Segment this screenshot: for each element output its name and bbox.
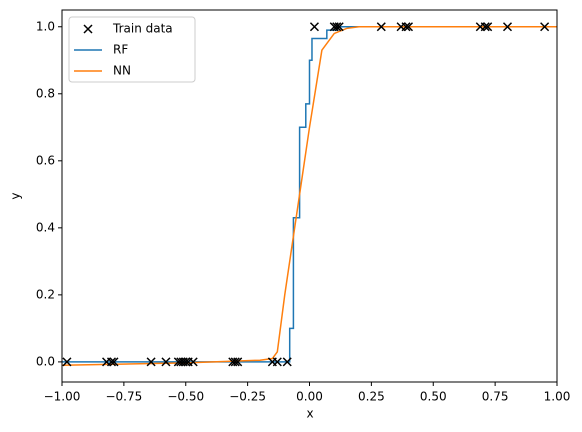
x-axis-label: x [306,407,313,421]
scatter-point [540,22,550,32]
scatter-point [188,357,198,367]
scatter-point [480,22,490,32]
scatter-point [230,357,240,367]
scatter-point [332,22,342,32]
scatter-point [376,22,386,32]
y-tick-label: 0.2 [36,287,55,301]
scatter-point [233,357,243,367]
scatter-point [106,357,117,367]
legend-marker [83,24,93,34]
scatter-point [309,22,319,32]
x-tick-label: −0.50 [167,390,204,404]
x-tick-label: 0.75 [482,390,509,404]
legend-label: RF [113,43,128,57]
x-tick-label: −0.75 [105,390,142,404]
scatter-point [483,22,493,32]
y-tick-label: 0.6 [36,153,55,167]
legend-box [68,16,196,83]
scatter-point [181,357,191,367]
x-tick-label: 0.50 [420,390,447,404]
y-tick-label: 0.4 [36,220,55,234]
legend-label: NN [113,64,131,78]
scatter-point [401,22,411,32]
y-tick-label: 0.8 [36,86,55,100]
x-tick-label: −0.25 [229,390,266,404]
scatter-point [161,357,171,367]
line [62,26,557,366]
scatter-point [62,357,72,367]
axes-frame [61,9,558,383]
y-tick-label: 1.0 [36,19,55,33]
x-tick-label: −1.00 [44,390,81,404]
y-axis-label: y [9,192,23,199]
x-tick-label: 0.25 [358,390,385,404]
scatter-point [334,22,344,32]
scatter-point [272,357,282,367]
line [62,26,557,363]
scatter-point [403,22,414,32]
x-tick-label: 0.00 [296,390,323,404]
scatter-point [282,357,292,367]
scatter-point [109,357,119,367]
scatter-point [146,357,156,367]
y-tick-label: 0.0 [36,354,55,368]
x-tick-label: 1.00 [544,390,571,404]
legend-label: Train data [112,22,173,36]
scatter-point [502,22,513,32]
